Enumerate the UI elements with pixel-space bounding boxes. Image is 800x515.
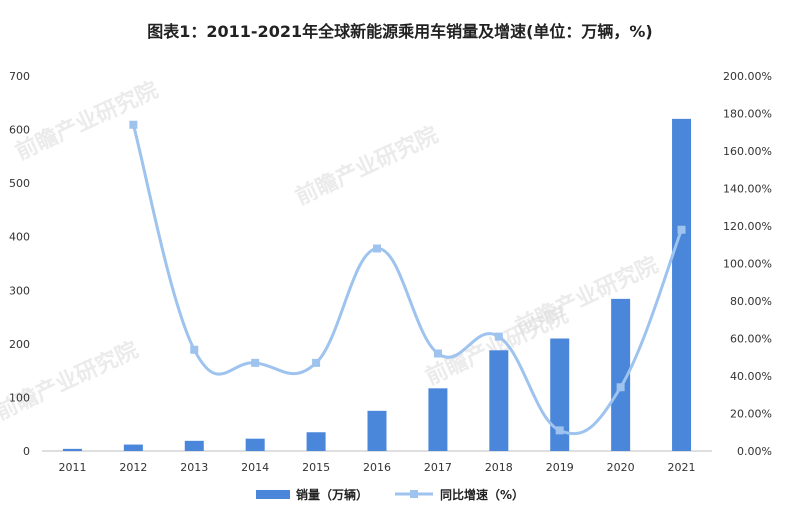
y-left-tick-label: 500 [9,177,30,190]
y-right-tick-label: 100.00% [723,258,772,271]
y-right-tick-label: 20.00% [730,408,772,421]
y-right-tick-label: 40.00% [730,370,772,383]
x-tick-label: 2016 [363,461,391,474]
growth-point [616,383,625,392]
x-tick-label: 2013 [180,461,208,474]
bar [62,448,82,451]
x-tick-label: 2015 [302,461,330,474]
bar [306,432,326,451]
legend-line-marker [410,490,418,498]
growth-point [433,349,442,358]
axes: 0 100 200 300 400 500 600 700 0.00% 20.00% 40.00% 6… [9,70,772,474]
bar [428,388,448,451]
growth-point [494,332,503,341]
y-right-tick-label: 60.00% [730,333,772,346]
y-left-tick-label: 0 [23,445,30,458]
y-right-tick-label: 80.00% [730,295,772,308]
x-tick-label: 2014 [241,461,269,474]
growth-line-path [131,124,683,436]
y-left-tick-label: 200 [9,338,30,351]
x-tick-label: 2021 [668,461,696,474]
y-left-tick-label: 400 [9,231,30,244]
bar [245,438,265,451]
y-right-tick-label: 160.00% [723,145,772,158]
y-right-tick-label: 180.00% [723,108,772,121]
x-tick-label: 2017 [424,461,452,474]
x-tick-label: 2012 [119,461,147,474]
growth-line [129,120,686,436]
y-right-tick-label: 120.00% [723,220,772,233]
bar [367,410,387,451]
chart-title: 图表1：2011-2021年全球新能源乘用车销量及增速(单位：万辆，%) [147,22,653,41]
y-right-tick-label: 0.00% [737,445,772,458]
growth-point [190,345,199,354]
legend-line-label: 同比增速（%） [440,487,524,502]
growth-point [251,358,260,367]
legend: 销量（万辆） 同比增速（%） [256,487,524,502]
bar [489,350,509,451]
legend-bar-swatch [256,490,290,499]
bar [611,298,631,451]
x-tick-label: 2018 [485,461,513,474]
growth-point [312,358,321,367]
y-right-tick-label: 140.00% [723,183,772,196]
bar [550,338,570,451]
y-left-tick-label: 100 [9,391,30,404]
growth-point [677,225,686,234]
y-left-tick-label: 700 [9,70,30,83]
y-left-tick-label: 600 [9,124,30,137]
x-tick-label: 2020 [607,461,635,474]
watermark-text: 前瞻产业研究院 [292,122,443,211]
bar [123,444,143,451]
growth-point [555,426,564,435]
bars [62,118,692,451]
y-left-tick-label: 300 [9,284,30,297]
legend-bar-label: 销量（万辆） [296,487,368,502]
growth-point [373,244,381,253]
x-tick-label: 2011 [58,461,86,474]
bar [672,118,692,451]
growth-point [129,120,138,129]
y-right-tick-label: 200.00% [723,70,772,83]
x-tick-label: 2019 [546,461,574,474]
bar [184,440,204,451]
